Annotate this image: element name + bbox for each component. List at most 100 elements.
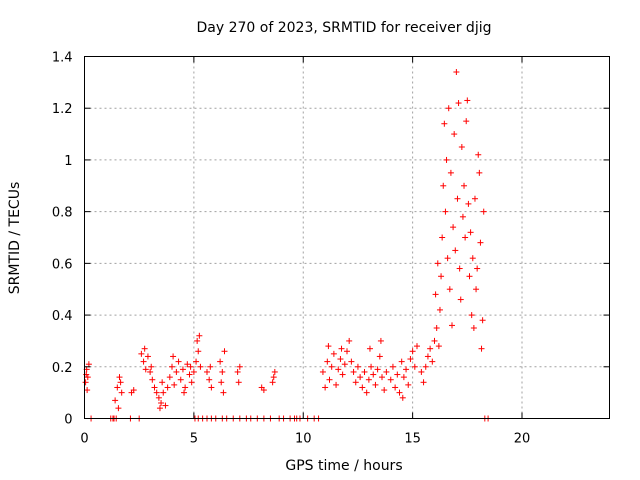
- data-point: [368, 363, 375, 370]
- data-point: [182, 384, 189, 391]
- data-point: [387, 376, 394, 383]
- data-point: [396, 389, 403, 396]
- data-point: [179, 366, 186, 373]
- data-point: [361, 368, 368, 375]
- data-point: [164, 384, 171, 391]
- data-point: [409, 348, 416, 355]
- data-point: [195, 348, 202, 355]
- data-point: [442, 208, 449, 215]
- data-point: [359, 384, 366, 391]
- data-point: [85, 361, 92, 368]
- data-point: [414, 343, 420, 350]
- data-point: [398, 358, 405, 365]
- data-point: [445, 105, 452, 112]
- data-point: [374, 366, 381, 373]
- data-point: [363, 389, 370, 396]
- data-point: [477, 239, 484, 246]
- data-point: [338, 345, 345, 352]
- x-tick-label: 5: [190, 432, 198, 447]
- data-point: [443, 156, 450, 163]
- data-point: [399, 394, 406, 401]
- data-point: [352, 379, 359, 386]
- data-point: [141, 345, 148, 352]
- data-point: [479, 317, 486, 324]
- data-point: [432, 291, 439, 298]
- x-axis-title: GPS time / hours: [285, 458, 402, 474]
- data-point: [171, 381, 178, 388]
- data-point: [333, 381, 340, 388]
- data-point: [206, 376, 213, 383]
- data-point: [194, 337, 201, 344]
- data-point: [420, 379, 427, 386]
- y-tick-label: 0.2: [52, 361, 73, 376]
- chart-title: Day 270 of 2023, SRMTID for receiver dji…: [197, 20, 492, 36]
- data-point: [400, 374, 407, 381]
- data-point: [160, 389, 167, 396]
- data-point: [153, 389, 160, 396]
- data-point: [466, 273, 473, 280]
- data-point: [454, 195, 461, 202]
- data-point: [208, 384, 215, 391]
- data-point: [219, 368, 226, 375]
- data-point: [115, 405, 122, 412]
- x-tick-labels: 0 5 10 15 20: [80, 432, 530, 447]
- data-point: [441, 120, 448, 127]
- data-point: [162, 402, 169, 409]
- data-point: [116, 374, 123, 381]
- data-point: [463, 118, 470, 125]
- data-point: [117, 379, 124, 386]
- data-point: [234, 368, 241, 375]
- data-point: [84, 387, 91, 394]
- data-point: [326, 376, 333, 383]
- data-point: [190, 368, 197, 375]
- y-axis-title: SRMTID / TECUs: [7, 182, 23, 295]
- data-point: [82, 379, 89, 386]
- data-point: [181, 389, 188, 396]
- data-point: [169, 363, 175, 370]
- data-point: [177, 376, 184, 383]
- data-point: [144, 353, 151, 360]
- data-point: [112, 397, 119, 404]
- data-point: [142, 366, 149, 373]
- data-point: [328, 363, 335, 370]
- y-tick-label: 0: [64, 413, 72, 428]
- data-point: [220, 389, 227, 396]
- x-tick-label: 10: [295, 432, 312, 447]
- data-point: [455, 100, 462, 107]
- data-point: [260, 387, 267, 394]
- y-tick-label: 1: [64, 154, 72, 169]
- data-point: [464, 97, 471, 104]
- plot-frame: [84, 56, 610, 419]
- data-point: [218, 379, 225, 386]
- y-tick-label: 0.6: [52, 257, 73, 272]
- data-point: [453, 69, 460, 76]
- data-point: [474, 265, 481, 272]
- data-point: [411, 363, 418, 370]
- y-tick-label: 0.8: [52, 206, 73, 221]
- data-point: [418, 368, 425, 375]
- data-point: [394, 371, 401, 378]
- data-point: [148, 363, 155, 370]
- data-point: [389, 363, 396, 370]
- data-point: [344, 348, 350, 355]
- data-point: [459, 213, 466, 220]
- data-point: [149, 376, 156, 383]
- data-point: [469, 255, 476, 262]
- data-point: [114, 384, 121, 391]
- data-point: [431, 337, 438, 344]
- data-point: [156, 405, 163, 412]
- data-point: [350, 368, 357, 375]
- data-point: [236, 363, 243, 370]
- data-point: [330, 350, 337, 357]
- data-point: [458, 144, 465, 150]
- data-point: [335, 366, 342, 373]
- data-point: [407, 356, 414, 363]
- data-point: [166, 374, 173, 381]
- data-point: [325, 343, 332, 350]
- data-point: [337, 356, 344, 363]
- data-point: [462, 234, 469, 241]
- data-point: [440, 182, 447, 189]
- data-point: [140, 358, 147, 365]
- data-point: [457, 296, 464, 303]
- x-tick-label: 20: [514, 432, 531, 447]
